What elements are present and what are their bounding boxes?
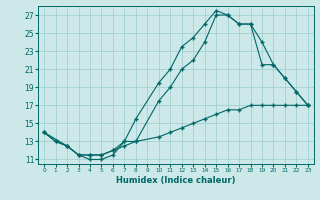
X-axis label: Humidex (Indice chaleur): Humidex (Indice chaleur) [116, 176, 236, 185]
